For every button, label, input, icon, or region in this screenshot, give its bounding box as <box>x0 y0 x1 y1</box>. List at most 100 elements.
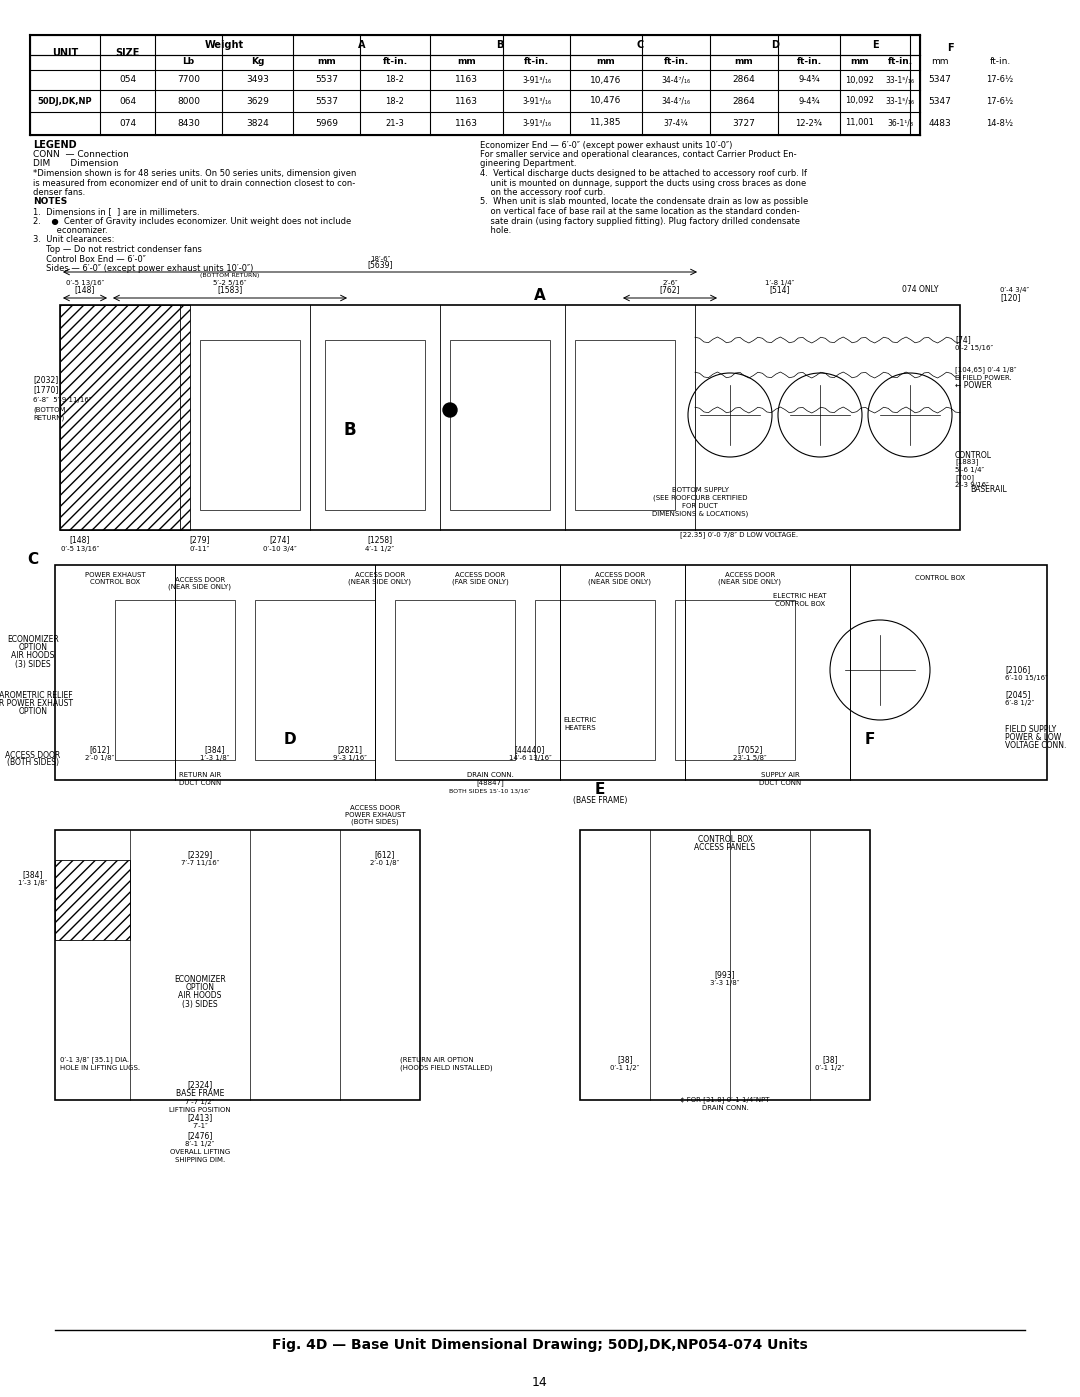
Text: 10,092: 10,092 <box>846 75 875 84</box>
Text: 1′-8 1/4″: 1′-8 1/4″ <box>766 279 795 286</box>
Text: ECONOMIZER: ECONOMIZER <box>174 975 226 985</box>
Text: 4′-1 1/2″: 4′-1 1/2″ <box>365 546 394 552</box>
Text: 064: 064 <box>119 96 136 106</box>
Text: (3) SIDES: (3) SIDES <box>183 999 218 1009</box>
Text: [2329]: [2329] <box>187 851 213 859</box>
Text: A: A <box>535 289 545 303</box>
Text: [2106]: [2106] <box>1005 665 1030 675</box>
Text: ELECTRIC: ELECTRIC <box>564 717 596 724</box>
Text: [148]: [148] <box>75 285 95 295</box>
Text: (RETURN AIR OPTION: (RETURN AIR OPTION <box>400 1056 474 1063</box>
Text: D: D <box>771 41 779 50</box>
Text: CONTROL BOX: CONTROL BOX <box>698 835 753 845</box>
Text: 18-2: 18-2 <box>386 75 404 84</box>
Text: on vertical face of base rail at the same location as the standard conden-: on vertical face of base rail at the sam… <box>480 207 799 217</box>
Text: 3493: 3493 <box>246 75 269 84</box>
Text: (NEAR SIDE ONLY): (NEAR SIDE ONLY) <box>349 578 411 585</box>
Text: 0′-1 3/8″ [35.1] DIA.: 0′-1 3/8″ [35.1] DIA. <box>60 1056 130 1063</box>
Text: (BASE FRAME): (BASE FRAME) <box>572 795 627 805</box>
Text: [5639]: [5639] <box>367 260 393 270</box>
Text: CONTROL BOX: CONTROL BOX <box>915 576 966 581</box>
Text: 3727: 3727 <box>732 119 755 127</box>
Bar <box>114 599 235 760</box>
Text: SHIPPING DIM.: SHIPPING DIM. <box>175 1157 225 1162</box>
Text: ft-in.: ft-in. <box>989 57 1011 67</box>
Text: Kg: Kg <box>251 57 265 67</box>
Text: 0′-10 3/4″: 0′-10 3/4″ <box>264 546 297 552</box>
Text: ft-in.: ft-in. <box>524 57 549 67</box>
Text: DUCT CONN: DUCT CONN <box>759 780 801 787</box>
Bar <box>580 830 870 1099</box>
Text: 5537: 5537 <box>315 96 338 106</box>
Text: 3824: 3824 <box>246 119 269 127</box>
Text: (FAR SIDE ONLY): (FAR SIDE ONLY) <box>451 578 509 585</box>
Text: 2′-6″: 2′-6″ <box>662 279 678 286</box>
Text: OVERALL LIFTING: OVERALL LIFTING <box>170 1148 230 1155</box>
Text: ← POWER: ← POWER <box>955 381 991 391</box>
Text: [762]: [762] <box>660 285 680 295</box>
Text: [148]: [148] <box>70 535 91 545</box>
Text: [1770]: [1770] <box>33 386 58 394</box>
Bar <box>60 305 190 529</box>
Text: [104,65] 0′-4 1/8″: [104,65] 0′-4 1/8″ <box>955 366 1016 373</box>
Text: HOLE IN LIFTING LUGS.: HOLE IN LIFTING LUGS. <box>60 1065 140 1071</box>
Text: B: B <box>497 41 503 50</box>
Text: POWER EXHAUST: POWER EXHAUST <box>345 812 405 819</box>
Text: BOTH SIDES 15′-10 13/16″: BOTH SIDES 15′-10 13/16″ <box>449 788 530 793</box>
Text: SUPPLY AIR: SUPPLY AIR <box>760 773 799 778</box>
Bar <box>55 564 1047 780</box>
Text: [514]: [514] <box>770 285 791 295</box>
Text: LIFTING POSITION: LIFTING POSITION <box>170 1106 231 1113</box>
Bar <box>575 339 675 510</box>
Text: [2045]: [2045] <box>1005 690 1030 700</box>
Text: ft-in.: ft-in. <box>663 57 689 67</box>
Text: 37-4¼: 37-4¼ <box>663 119 688 127</box>
Text: ft-in.: ft-in. <box>796 57 822 67</box>
Text: [2476]: [2476] <box>187 1132 213 1140</box>
Text: AIR HOODS: AIR HOODS <box>11 651 55 661</box>
Text: 18-2: 18-2 <box>386 96 404 106</box>
Text: 5537: 5537 <box>315 75 338 84</box>
Text: 9-4¾: 9-4¾ <box>798 75 820 84</box>
Bar <box>450 339 550 510</box>
Text: 8′-1 1/2″: 8′-1 1/2″ <box>186 1141 215 1147</box>
Text: 7′-1″: 7′-1″ <box>192 1123 207 1129</box>
Text: [612]: [612] <box>375 851 395 859</box>
Text: 6′-8 1/2″: 6′-8 1/2″ <box>1005 700 1035 705</box>
Text: [612]: [612] <box>90 746 110 754</box>
Text: DIMENSIONS & LOCATIONS): DIMENSIONS & LOCATIONS) <box>652 511 748 517</box>
Text: ¢ FOR [31.8] 0′-1 1/4″NPT: ¢ FOR [31.8] 0′-1 1/4″NPT <box>680 1097 770 1104</box>
Text: [1883]: [1883] <box>955 458 978 465</box>
Text: ACCESS DOOR: ACCESS DOOR <box>595 571 645 578</box>
Text: 1163: 1163 <box>455 119 478 127</box>
Text: Weight: Weight <box>204 41 244 50</box>
Text: [2413]: [2413] <box>187 1113 213 1123</box>
Text: Lb: Lb <box>183 57 194 67</box>
Text: 11,001: 11,001 <box>846 119 875 127</box>
Text: 054: 054 <box>119 75 136 84</box>
Text: Fig. 4D — Base Unit Dimensional Drawing; 50DJ,DK,NP054-074 Units: Fig. 4D — Base Unit Dimensional Drawing;… <box>272 1338 808 1352</box>
Text: *Dimension shown is for 48 series units. On 50 series units, dimension given: *Dimension shown is for 48 series units.… <box>33 169 356 177</box>
Text: [7052]: [7052] <box>738 746 762 754</box>
Text: [22.35] 0′-0 7/8″ D LOW VOLTAGE.: [22.35] 0′-0 7/8″ D LOW VOLTAGE. <box>680 532 798 538</box>
Text: 8000: 8000 <box>177 96 200 106</box>
Text: 33-1⁵/₁₆: 33-1⁵/₁₆ <box>886 75 915 84</box>
Text: D FIELD POWER.: D FIELD POWER. <box>955 374 1012 381</box>
Text: [279]: [279] <box>190 535 211 545</box>
Text: [1583]: [1583] <box>217 285 243 295</box>
Text: 5′-6 1/4″: 5′-6 1/4″ <box>955 467 984 474</box>
Text: 7700: 7700 <box>177 75 200 84</box>
Text: 1163: 1163 <box>455 75 478 84</box>
Bar <box>325 339 426 510</box>
Text: POWER EXHAUST: POWER EXHAUST <box>84 571 146 578</box>
Bar <box>255 599 375 760</box>
Text: [274]: [274] <box>270 535 291 545</box>
Text: 23′-1 5/8″: 23′-1 5/8″ <box>733 754 767 761</box>
Text: mm: mm <box>596 57 616 67</box>
Bar <box>55 830 420 1099</box>
Text: (BOTH SIDES): (BOTH SIDES) <box>6 759 59 767</box>
Text: 0′-2 15/16″: 0′-2 15/16″ <box>955 345 994 351</box>
Text: 6′-8″  5′-9 11/16″: 6′-8″ 5′-9 11/16″ <box>33 397 92 402</box>
Text: [384]: [384] <box>205 746 226 754</box>
Text: ACCESS DOOR: ACCESS DOOR <box>175 577 225 583</box>
